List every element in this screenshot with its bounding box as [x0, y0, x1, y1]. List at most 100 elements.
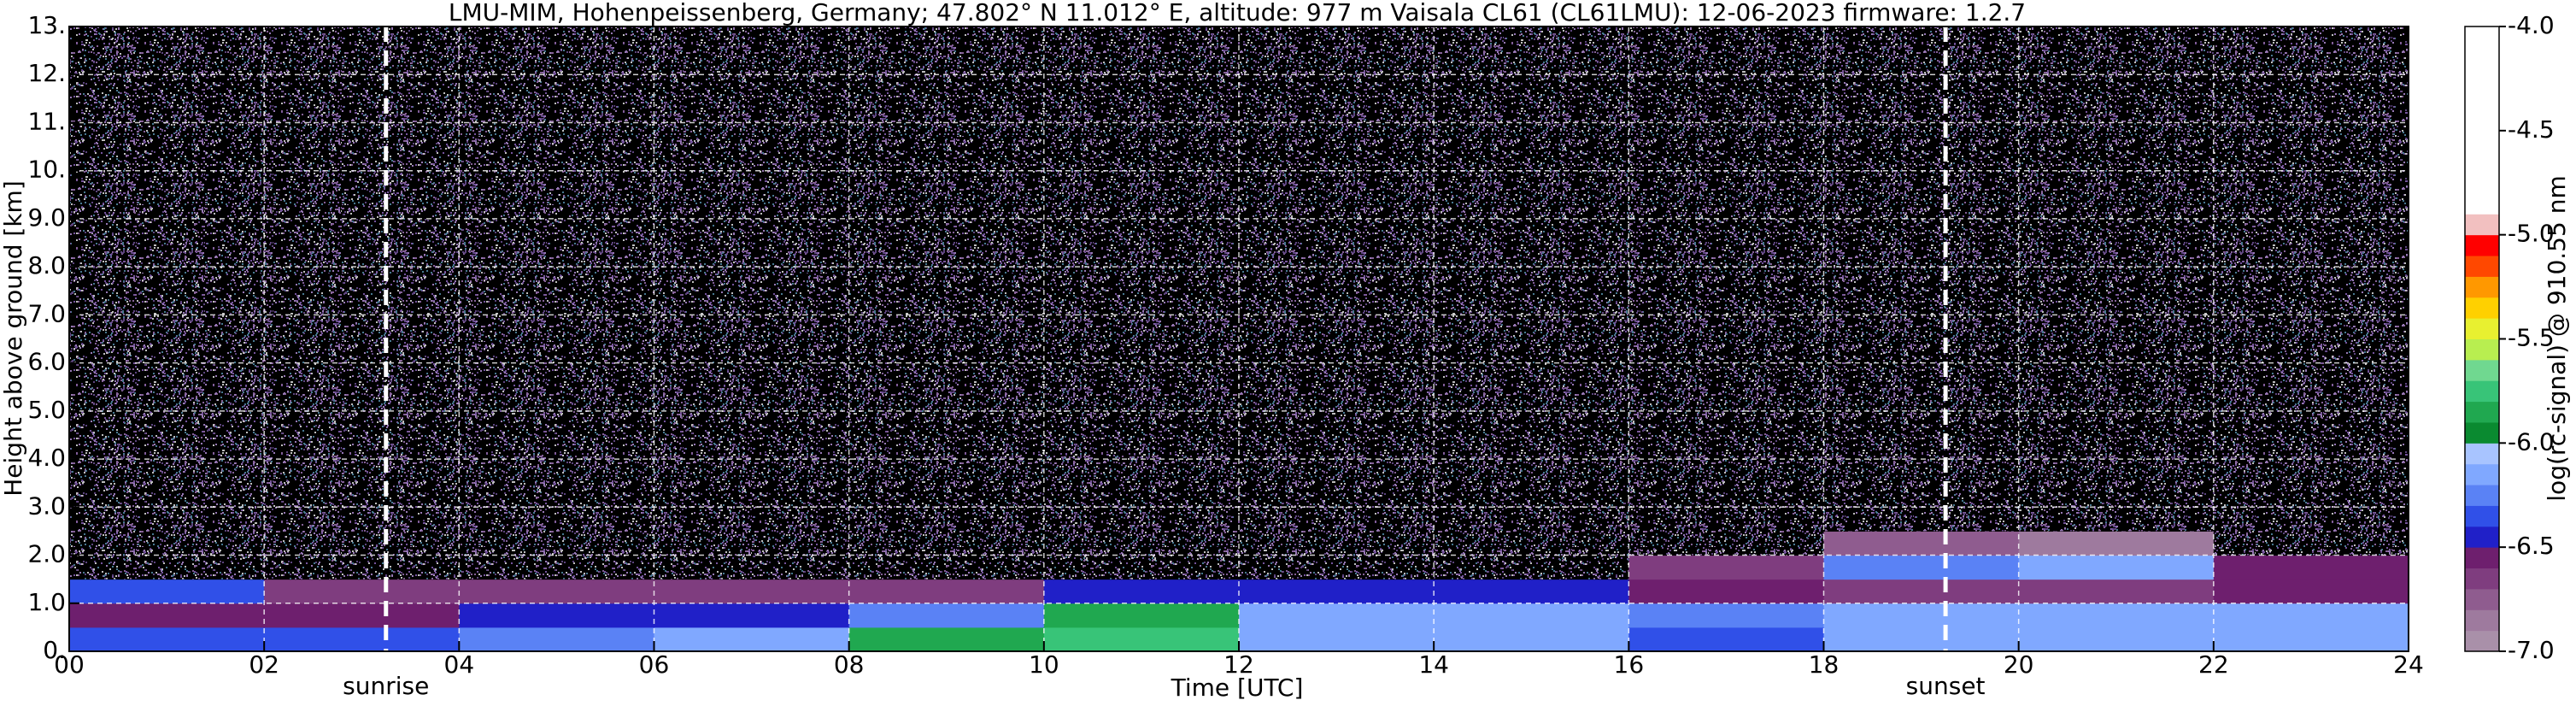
noise: [1239, 531, 1435, 556]
noise: [2018, 459, 2214, 532]
y-axis-label: Height above ground [km]: [0, 180, 27, 497]
colorbar-swatch: [2465, 318, 2499, 339]
heatmap-cell: [2018, 603, 2215, 628]
annotation-label: sunset: [1906, 672, 1986, 700]
heatmap-cell: [264, 627, 460, 652]
noise: [69, 555, 265, 580]
colorbar-swatch: [2465, 463, 2499, 485]
heatmap-cell: [2213, 579, 2409, 604]
noise: [1628, 26, 1824, 460]
heatmap-cell: [1434, 579, 1629, 604]
noise: [848, 555, 1044, 580]
heatmap-cell: [654, 579, 850, 604]
x-tick-label: 14: [1418, 650, 1449, 679]
noise: [2213, 459, 2409, 532]
heatmap-cell: [459, 603, 654, 628]
plot-frame: [68, 26, 2409, 652]
heatmap-cell: [1043, 627, 1240, 652]
colorbar-label: log(rc-signal) @ 910.55 nm: [2543, 175, 2571, 501]
heatmap-cell: [1823, 579, 2020, 604]
colorbar-swatch: [2465, 276, 2499, 298]
colorbar-swatch: [2465, 485, 2499, 506]
y-tick-label: 3.0: [27, 491, 66, 520]
heatmap-cell: [1823, 603, 2020, 628]
noise: [1628, 459, 1824, 532]
x-tick-label: 12: [1223, 650, 1254, 679]
heatmap-cell: [1434, 627, 1629, 652]
noise: [654, 555, 849, 580]
noise: [654, 459, 849, 532]
y-tick-label: 10.: [27, 156, 66, 184]
colorbar-tick-label: -4.5: [2508, 115, 2555, 144]
heatmap-cell: [1043, 603, 1240, 628]
heatmap-cell: [1239, 603, 1435, 628]
chart-title: LMU-MIM, Hohenpeissenberg, Germany; 47.8…: [449, 0, 2026, 26]
colorbar-swatch: [2465, 505, 2499, 527]
noise: [1434, 26, 1629, 460]
x-tick-label: 22: [2198, 650, 2229, 679]
colorbar-swatch: [2465, 256, 2499, 277]
x-tick-label: 24: [2393, 650, 2424, 679]
noise: [1239, 26, 1435, 460]
colorbar-swatch: [2465, 609, 2499, 632]
x-tick-label: 20: [2004, 650, 2034, 679]
heatmap-cell: [2018, 579, 2215, 604]
heatmap-cell: [1823, 555, 2020, 580]
colorbar-swatch: [2465, 338, 2499, 361]
colorbar-swatch: [2465, 443, 2499, 465]
heatmap-cell: [1628, 627, 1824, 652]
noise: [1043, 459, 1239, 532]
noise: [848, 459, 1044, 532]
colorbar-swatch: [2465, 568, 2499, 590]
colorbar-swatch: [2465, 380, 2499, 403]
y-tick-label: 13.: [27, 11, 66, 39]
colorbar-swatch: [2465, 630, 2499, 652]
y-tick-label: 5.0: [27, 396, 66, 424]
y-tick-label: 4.0: [27, 444, 66, 472]
noise: [848, 26, 1044, 460]
colorbar-swatch: [2465, 526, 2499, 548]
colorbar-swatch: [2465, 234, 2499, 256]
noise: [264, 459, 460, 532]
noise: [459, 531, 654, 556]
x-tick-label: 08: [834, 650, 865, 679]
heatmap-cell: [848, 603, 1045, 628]
noise: [459, 555, 654, 580]
heatmap-cell: [459, 627, 654, 652]
noise: [2213, 26, 2409, 460]
heatmap-cell: [1628, 603, 1824, 628]
x-tick-label: 02: [249, 650, 279, 679]
noise: [1434, 555, 1629, 580]
noise: [1043, 531, 1239, 556]
colorbar-swatch: [2465, 588, 2499, 610]
noise: [1628, 531, 1824, 556]
x-tick-label: 16: [1614, 650, 1645, 679]
heatmap-cell: [264, 579, 460, 604]
colorbar-tick-label: -5.5: [2508, 324, 2555, 352]
colorbar-swatch: [2465, 401, 2499, 423]
y-tick-label: 6.0: [27, 348, 66, 376]
colorbar-tick-label: -7.0: [2508, 636, 2555, 664]
heatmap-cell: [69, 603, 265, 628]
colorbar-tick-label: -6.5: [2508, 532, 2555, 560]
heatmap-cell: [654, 603, 850, 628]
heatmap-cell: [2018, 555, 2215, 580]
noise: [264, 531, 460, 556]
annotation-label: sunrise: [343, 672, 429, 700]
y-tick-label: 11.: [27, 107, 66, 135]
noise: [654, 531, 849, 556]
y-tick-label: 8.0: [27, 251, 66, 279]
heatmap-cell: [1823, 627, 2020, 652]
noise: [654, 26, 849, 460]
overlay: [69, 26, 2409, 580]
y-tick-label: 12.: [27, 59, 66, 87]
heatmap-cell: [848, 627, 1045, 652]
heatmap-cell: [1628, 579, 1824, 604]
colorbar-tick-label: -4.0: [2508, 11, 2555, 39]
y-tick-label: 1.0: [27, 588, 66, 616]
noise: [264, 26, 460, 460]
y-tick-label: 0.: [43, 636, 66, 664]
noise: [2213, 531, 2409, 556]
noise: [1434, 531, 1629, 556]
